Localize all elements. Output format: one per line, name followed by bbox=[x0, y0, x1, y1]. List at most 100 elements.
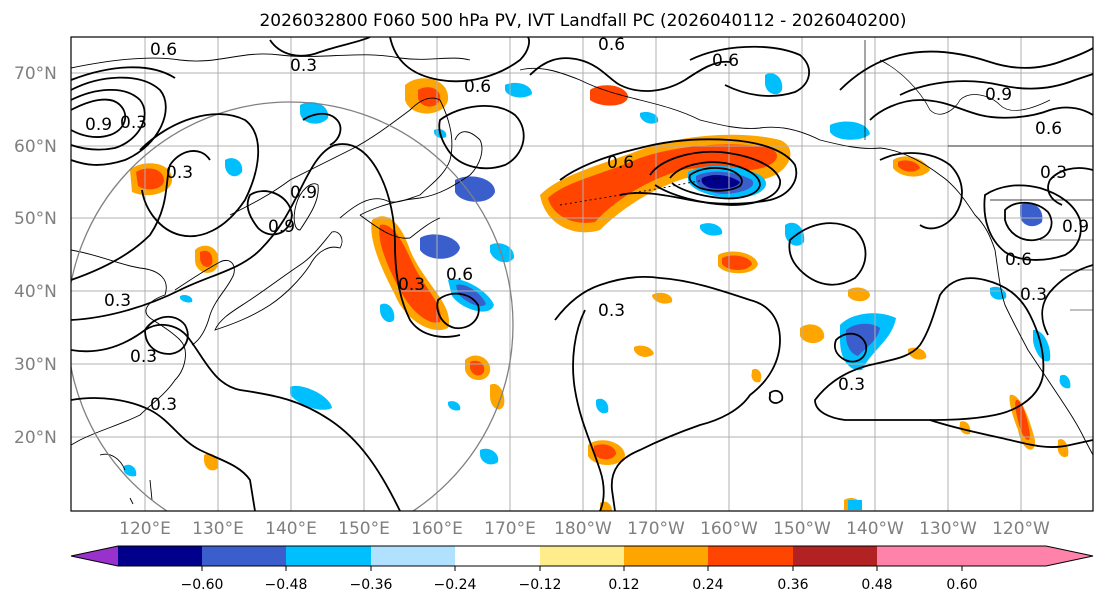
pv-blob bbox=[480, 448, 499, 465]
pv-blob bbox=[640, 112, 659, 124]
pv-blob bbox=[634, 345, 654, 357]
range-circle bbox=[71, 101, 514, 511]
lon-label: 120°W bbox=[992, 519, 1050, 539]
colorbar-tick-label: −0.60 bbox=[181, 577, 224, 593]
map-frame bbox=[70, 36, 1094, 512]
lon-label: 160°W bbox=[700, 519, 758, 539]
contour-line bbox=[71, 143, 461, 338]
pv-blob bbox=[490, 243, 515, 263]
lon-label: 170°E bbox=[484, 519, 536, 539]
map-background bbox=[71, 37, 1093, 511]
contour-label: 0.3 bbox=[120, 113, 147, 133]
coastline-japan bbox=[214, 231, 343, 331]
contour-label: 0.9 bbox=[290, 183, 317, 203]
lon-label: 150°E bbox=[338, 519, 390, 539]
contour-label: 0.6 bbox=[598, 35, 625, 55]
contour-line bbox=[869, 99, 1093, 121]
lon-label: 150°W bbox=[773, 519, 831, 539]
contour-line bbox=[389, 37, 530, 83]
contour-label: 0.3 bbox=[1040, 163, 1067, 183]
lon-label: 140°W bbox=[846, 519, 904, 539]
lon-label: 130°E bbox=[192, 519, 244, 539]
coastline-kamchatka bbox=[359, 131, 483, 216]
coastline-kurils bbox=[359, 214, 441, 239]
contour-line bbox=[139, 113, 260, 238]
pv-blob bbox=[908, 347, 927, 360]
contour-line bbox=[929, 419, 1093, 448]
coastline-alaska bbox=[519, 67, 996, 251]
colorbar-segment bbox=[202, 546, 286, 566]
lon-label: 180°W bbox=[554, 519, 612, 539]
colorbar-segment bbox=[455, 546, 540, 566]
coastline-westcoast bbox=[994, 249, 1093, 456]
contour-line bbox=[71, 397, 256, 511]
contour-label: 0.6 bbox=[607, 153, 634, 173]
colorbar-ticks bbox=[201, 566, 963, 571]
contour-label: 0.6 bbox=[446, 265, 473, 285]
colorbar: −0.60 −0.48 −0.36 −0.24 −0.12 0.12 0.24 … bbox=[70, 545, 1094, 593]
lat-label: 50°N bbox=[14, 209, 57, 229]
contour-line bbox=[1041, 264, 1093, 336]
contour-line bbox=[689, 45, 810, 97]
contour-line bbox=[71, 98, 127, 138]
pv-blob bbox=[1015, 399, 1030, 440]
contour-line bbox=[71, 323, 401, 511]
lon-label: 120°E bbox=[119, 519, 171, 539]
lat-label: 60°N bbox=[14, 137, 57, 157]
colorbar-tick-label: −0.12 bbox=[519, 577, 562, 593]
pv-blob bbox=[123, 464, 137, 477]
pv-contours bbox=[71, 37, 1093, 511]
lon-label: 160°E bbox=[411, 519, 463, 539]
contour-line bbox=[879, 152, 963, 230]
graticule bbox=[71, 37, 1093, 511]
contour-line bbox=[814, 277, 1045, 421]
contour-label: 0.9 bbox=[985, 85, 1012, 105]
lon-label: 130°W bbox=[919, 519, 977, 539]
pv-blob bbox=[898, 160, 920, 172]
map-content: 0.6 0.3 0.6 0.6 0.9 0.6 0.6 0.9 0.3 0.3 … bbox=[71, 35, 1093, 511]
pv-blob bbox=[700, 223, 723, 236]
colorbar-segment bbox=[540, 546, 624, 566]
state-borders bbox=[1040, 239, 1093, 311]
pv-shading bbox=[123, 73, 1071, 511]
pv-blob bbox=[290, 385, 332, 410]
contour-label: 0.3 bbox=[398, 275, 425, 295]
pv-blob bbox=[830, 121, 870, 140]
contour-line bbox=[269, 37, 371, 57]
coastline-sakhalin bbox=[293, 183, 319, 231]
contour-label: 0.9 bbox=[85, 115, 112, 135]
longitude-labels: 120°E 130°E 140°E 150°E 160°E 170°E 180°… bbox=[119, 519, 1050, 539]
lon-label: 140°E bbox=[265, 519, 317, 539]
pv-blob bbox=[596, 398, 609, 414]
pv-blob bbox=[380, 303, 395, 323]
lat-label: 70°N bbox=[14, 64, 57, 84]
colorbar-segment bbox=[118, 546, 202, 566]
contour-line bbox=[649, 150, 781, 206]
colorbar-segment bbox=[708, 546, 793, 566]
pv-blob bbox=[701, 175, 740, 189]
contour-label: 0.3 bbox=[166, 163, 193, 183]
contour-line bbox=[839, 47, 1093, 91]
contour-label: 0.3 bbox=[290, 56, 317, 76]
colorbar-extend-max bbox=[962, 546, 1093, 566]
lat-label: 20°N bbox=[14, 428, 57, 448]
pv-blob bbox=[136, 168, 164, 190]
contour-line bbox=[1004, 201, 1053, 242]
contour-label: 0.3 bbox=[104, 291, 131, 311]
contour-line bbox=[71, 66, 176, 81]
contour-line bbox=[71, 150, 211, 281]
contour-line bbox=[833, 332, 868, 363]
lat-label: 40°N bbox=[14, 282, 57, 302]
colorbar-tick-label: 0.12 bbox=[608, 577, 639, 593]
contour-line bbox=[1047, 167, 1093, 206]
pv-blob bbox=[751, 368, 762, 383]
contour-label: 0.9 bbox=[268, 217, 295, 237]
contour-label: 0.3 bbox=[150, 395, 177, 415]
contour-line bbox=[768, 389, 784, 404]
contour-line bbox=[899, 73, 1093, 96]
pv-blob bbox=[505, 82, 532, 98]
colorbar-segment bbox=[793, 546, 877, 566]
colorbar-tick-label: 0.24 bbox=[692, 577, 723, 593]
contour-line bbox=[554, 275, 781, 511]
